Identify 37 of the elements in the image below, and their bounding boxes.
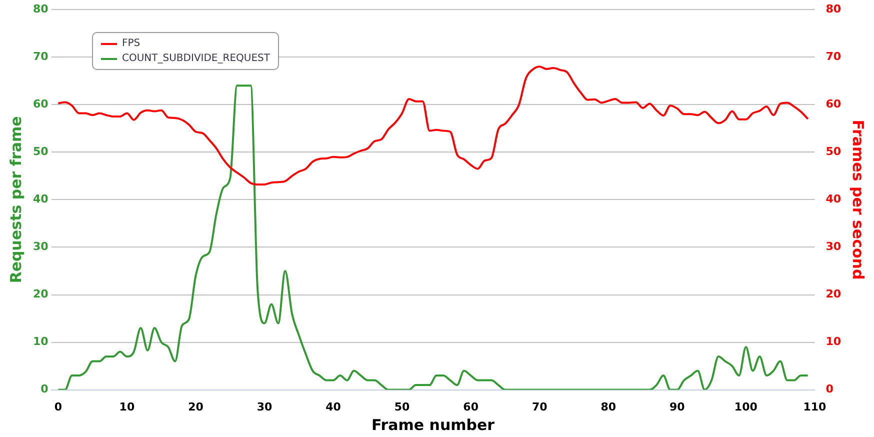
y-axis-title: Requests per frame: [6, 116, 25, 284]
y-tick-label: 70: [32, 50, 49, 63]
x-tick-label: 10: [119, 400, 135, 414]
x-tick-label: 70: [532, 400, 548, 414]
x-tick-label: 60: [463, 400, 479, 414]
x-tick-label: 20: [188, 400, 204, 414]
y2-tick-label: 10: [826, 335, 842, 348]
legend-label: FPS: [122, 38, 140, 49]
y-tick-label: 0: [40, 382, 49, 396]
x-tick-label: 50: [394, 400, 410, 414]
y-tick-label: 50: [32, 145, 49, 158]
y-tick-label: 80: [32, 2, 49, 16]
y-tick-label: 60: [32, 98, 49, 111]
x-tick-label: 30: [256, 400, 273, 414]
y2-tick-label: 70: [826, 50, 842, 63]
y-tick-label: 40: [32, 192, 49, 206]
x-tick-label: 100: [734, 400, 758, 414]
y2-tick-label: 60: [826, 98, 842, 111]
x-tick-label: 0: [54, 400, 62, 414]
y2-tick-label: 80: [826, 2, 842, 16]
line-series: [57, 66, 809, 186]
x-tick-label: 40: [326, 400, 342, 414]
y2-tick-label: 0: [826, 382, 834, 396]
x-tick-label: 80: [600, 400, 616, 414]
x-tick-label: 110: [803, 400, 827, 414]
y2-tick-label: 20: [826, 288, 842, 301]
y2-tick-label: 40: [826, 192, 842, 206]
y2-axis-title: Frames per second: [849, 120, 868, 280]
y-tick-label: 30: [32, 240, 49, 254]
y-tick-label: 10: [32, 335, 49, 348]
y-tick-label: 20: [32, 288, 49, 301]
x-tick-label: 90: [669, 400, 686, 414]
x-axis-title: Frame number: [371, 416, 496, 434]
y2-tick-label: 50: [826, 145, 842, 158]
legend-label: COUNT_SUBDIVIDE_REQUEST: [122, 53, 270, 64]
line-series: [57, 84, 809, 390]
y2-tick-label: 30: [826, 240, 842, 254]
